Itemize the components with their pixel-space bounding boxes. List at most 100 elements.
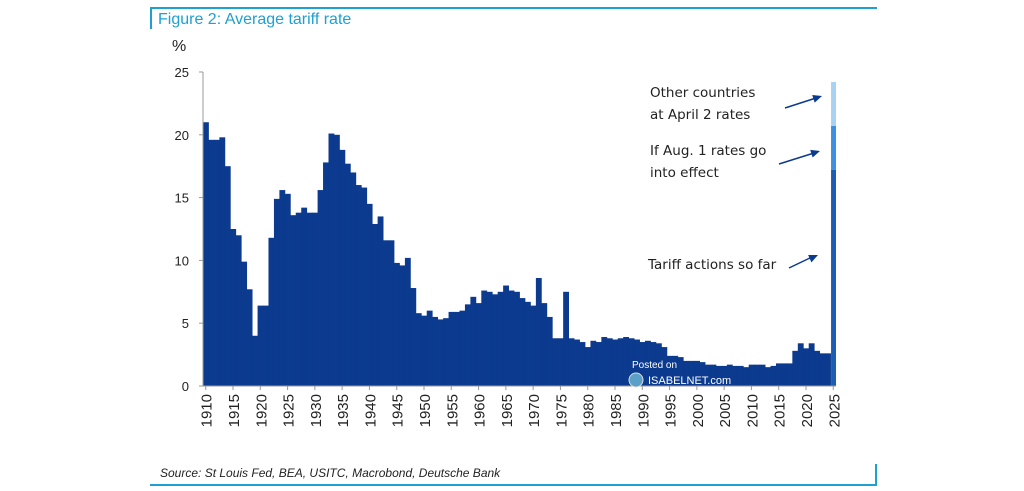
x-tick-label: 1975: [553, 394, 570, 427]
bar-1964: [497, 291, 504, 386]
bar-1948: [410, 288, 417, 386]
bar-1976: [563, 291, 570, 386]
arrow-head-icon: [810, 149, 820, 158]
x-tick-label: 1990: [635, 394, 652, 427]
bar-2017: [786, 363, 793, 386]
bar-1988: [628, 338, 635, 386]
annotation-arrow-1: [784, 97, 817, 109]
bar-1941: [372, 223, 379, 386]
bar-1921: [263, 305, 269, 386]
bar-1958: [464, 304, 471, 386]
bar-1943: [383, 240, 389, 386]
bar-2022: [814, 350, 821, 386]
y-tick-label: 5: [182, 316, 189, 331]
x-tick-label: 1965: [499, 394, 516, 427]
bar-1954: [443, 318, 449, 386]
bar-1990: [639, 342, 646, 386]
x-tick-label: 1915: [226, 394, 243, 427]
x-tick-label: 2015: [772, 394, 789, 427]
bar-1960: [475, 303, 482, 386]
bar-2010: [748, 364, 755, 386]
x-tick-label: 1960: [472, 394, 489, 427]
bar-2018: [792, 350, 799, 386]
bar-1912: [213, 139, 220, 386]
bar-1969: [524, 301, 531, 386]
bar-1962: [486, 291, 493, 386]
bar-1953: [437, 319, 444, 386]
bar-1992: [650, 342, 657, 386]
bar-1945: [393, 262, 400, 386]
bar-1930: [312, 212, 318, 386]
bar-1926: [290, 215, 297, 386]
y-tick-label: 20: [175, 128, 189, 143]
bar-1910: [203, 122, 209, 387]
bar-1995: [666, 355, 673, 386]
bar-1966: [508, 290, 515, 386]
bar-1915: [230, 229, 237, 386]
x-tick-label: 1950: [417, 394, 434, 427]
bar-1925: [284, 193, 291, 386]
bar-2006: [726, 364, 733, 386]
bar-1937: [350, 172, 357, 386]
bar-1939: [361, 187, 368, 386]
source-note: Source: St Louis Fed, BEA, USITC, Macrob…: [160, 466, 501, 480]
bar-1977: [568, 338, 575, 386]
bar-2024: [825, 353, 831, 386]
bar-1963: [492, 294, 499, 386]
bar-1951: [426, 310, 433, 386]
y-tick-label: 10: [175, 253, 189, 268]
x-tick-label: 1940: [362, 394, 379, 427]
bar-1965: [503, 285, 509, 386]
bar-1946: [399, 265, 406, 386]
bar-1950: [421, 315, 428, 386]
bar-1916: [235, 235, 242, 386]
annotation-arrow-3: [788, 256, 813, 269]
bar-1985: [612, 339, 619, 386]
isabelnet-logo-icon: [628, 372, 644, 388]
bar-2025-segment-3: [831, 82, 836, 127]
bar-1944: [388, 240, 395, 386]
x-tick-label: 1970: [526, 394, 543, 427]
bar-1972: [541, 303, 548, 386]
bar-1955: [448, 311, 455, 386]
x-tick-label: 1980: [581, 394, 598, 427]
bar-1996: [672, 355, 679, 386]
frame-bottom-rule: [150, 484, 877, 486]
bar-1947: [404, 257, 411, 386]
bar-1980: [584, 347, 591, 386]
bar-1940: [366, 203, 373, 386]
bar-2019: [797, 343, 804, 386]
frame-right-rule: [875, 464, 877, 486]
bar-1993: [655, 343, 662, 386]
x-tick-label: 2025: [826, 394, 843, 427]
bar-1918: [246, 289, 253, 386]
y-tick-label: 0: [182, 379, 189, 394]
bar-1971: [535, 277, 542, 386]
bar-1974: [552, 338, 559, 386]
bar-1913: [219, 137, 226, 386]
bar-2021: [808, 343, 815, 386]
bar-2003: [710, 364, 717, 386]
bar-1983: [601, 337, 608, 386]
annotation-label-1: Other countries: [650, 85, 755, 101]
bar-1979: [579, 342, 586, 386]
frame-left-rule: [150, 7, 152, 29]
bar-2001: [699, 362, 706, 386]
bar-2023: [819, 353, 826, 386]
x-tick-label: 1955: [444, 394, 461, 427]
x-tick-label: 1935: [335, 394, 352, 427]
bar-1957: [459, 310, 466, 386]
bar-1933: [328, 133, 335, 386]
bar-1942: [377, 216, 384, 386]
bar-1934: [333, 134, 340, 386]
bar-1928: [301, 207, 308, 386]
watermark-isabelnet: ISABELNET.com: [648, 375, 731, 387]
bar-1920: [257, 305, 264, 386]
bar-2025-segment-2: [831, 126, 836, 170]
bar-1932: [323, 162, 329, 386]
bar-1938: [355, 185, 362, 386]
bar-1929: [306, 212, 313, 386]
y-tick-label: 25: [175, 65, 189, 80]
bar-2000: [694, 360, 700, 386]
